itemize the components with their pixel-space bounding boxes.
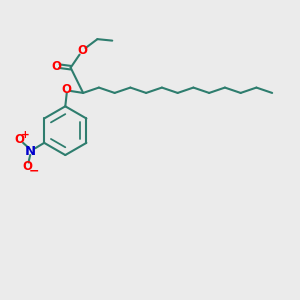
Text: −: − (28, 164, 39, 177)
Text: O: O (51, 60, 62, 73)
Text: O: O (62, 83, 72, 97)
Text: N: N (25, 145, 36, 158)
Text: O: O (77, 44, 88, 57)
Text: O: O (14, 134, 25, 146)
Text: O: O (23, 160, 33, 172)
Text: +: + (20, 130, 29, 140)
